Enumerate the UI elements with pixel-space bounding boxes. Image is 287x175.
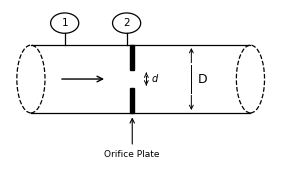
Bar	[130, 88, 135, 113]
Text: D: D	[198, 72, 208, 86]
Text: 2: 2	[123, 18, 130, 28]
Text: Orifice Plate: Orifice Plate	[104, 150, 160, 159]
Bar	[130, 45, 135, 70]
Text: 1: 1	[61, 18, 68, 28]
Text: d: d	[152, 74, 158, 84]
